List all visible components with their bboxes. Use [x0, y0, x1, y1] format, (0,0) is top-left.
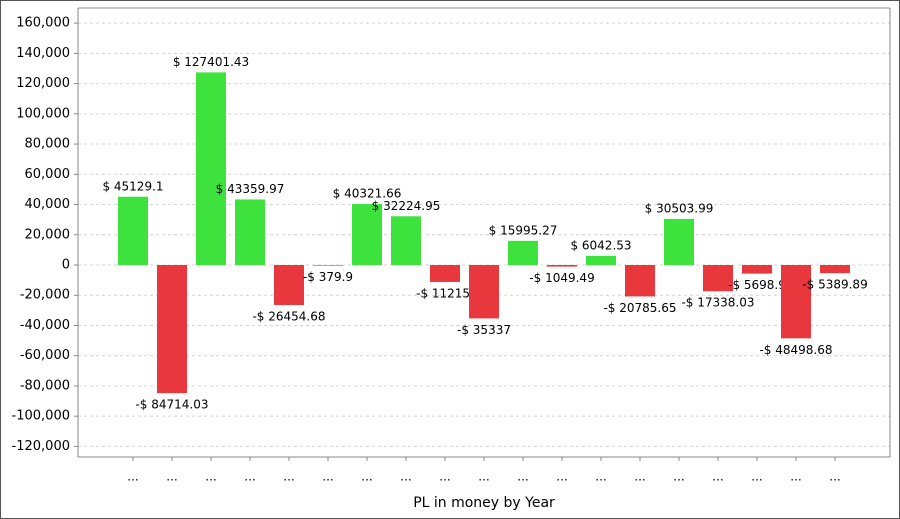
value-label: $ 30503.99	[645, 201, 714, 215]
y-tick-label: 120,000	[16, 76, 70, 91]
bar	[742, 265, 772, 274]
value-label: -$ 20785.65	[603, 301, 676, 315]
y-tick-label: -80,000	[20, 378, 70, 393]
value-label: -$ 11215.	[416, 286, 474, 300]
bar	[391, 216, 421, 266]
x-tick-label: ...	[400, 470, 411, 484]
y-tick-label: -120,000	[12, 439, 70, 454]
x-tick-label: ...	[283, 470, 294, 484]
value-label: -$ 1049.49	[529, 271, 594, 285]
value-label: $ 43359.97	[216, 182, 285, 196]
y-tick-label: -100,000	[12, 409, 70, 424]
bar	[352, 204, 382, 266]
value-label: -$ 48498.68	[759, 343, 832, 357]
x-tick-label: ...	[556, 470, 567, 484]
bar	[625, 265, 655, 297]
y-tick-label: 100,000	[16, 106, 70, 121]
x-tick-label: ...	[166, 470, 177, 484]
x-tick-label: ...	[712, 470, 723, 484]
bar	[157, 265, 187, 394]
y-tick-label: -60,000	[20, 348, 70, 363]
value-label: -$ 84714.03	[135, 398, 208, 412]
value-label: $ 6042.53	[570, 238, 631, 252]
y-tick-label: 40,000	[25, 197, 71, 212]
bar	[274, 265, 304, 305]
y-tick-label: 80,000	[25, 137, 71, 152]
value-label: -$ 379.9	[303, 270, 353, 284]
x-tick-label: ...	[829, 470, 840, 484]
x-tick-label: ...	[322, 470, 333, 484]
bar	[664, 218, 694, 266]
bar	[235, 199, 265, 266]
x-tick-label: ...	[127, 470, 138, 484]
x-tick-label: ...	[439, 470, 450, 484]
bar	[313, 265, 343, 266]
x-tick-label: ...	[595, 470, 606, 484]
bar	[430, 265, 460, 282]
value-label: $ 32224.95	[372, 199, 441, 213]
bar	[547, 265, 577, 267]
x-tick-label: ...	[244, 470, 255, 484]
value-label: $ 127401.43	[173, 55, 249, 69]
x-tick-label: ...	[634, 470, 645, 484]
y-tick-label: 160,000	[16, 16, 70, 31]
y-tick-label: 140,000	[16, 46, 70, 61]
x-tick-label: ...	[478, 470, 489, 484]
bar	[508, 240, 538, 266]
x-axis-title: PL in money by Year	[413, 495, 555, 511]
value-label: $ 45129.1	[102, 179, 163, 193]
bar	[820, 265, 850, 274]
bar	[469, 265, 499, 319]
x-tick-label: ...	[751, 470, 762, 484]
value-label: -$ 35337	[457, 323, 511, 337]
value-label: -$ 26454.68	[252, 309, 325, 323]
x-tick-label: ...	[790, 470, 801, 484]
value-label: -$ 5389.89	[802, 278, 867, 292]
value-label: $ 15995.27	[489, 223, 558, 237]
value-label: -$ 5698.9	[728, 278, 786, 292]
x-tick-label: ...	[205, 470, 216, 484]
y-tick-label: -40,000	[20, 318, 70, 333]
y-tick-label: 0	[62, 258, 70, 273]
y-tick-label: 20,000	[25, 227, 71, 242]
bar	[586, 255, 616, 266]
x-tick-label: ...	[673, 470, 684, 484]
value-label: $ 40321.66	[333, 187, 402, 201]
y-tick-label: -20,000	[20, 288, 70, 303]
y-tick-label: 60,000	[25, 167, 71, 182]
bar	[703, 265, 733, 292]
x-tick-label: ...	[517, 470, 528, 484]
value-label: -$ 17338.03	[681, 296, 754, 310]
bar	[118, 196, 148, 266]
x-tick-label: ...	[361, 470, 372, 484]
bar	[781, 265, 811, 339]
bar	[196, 72, 226, 266]
